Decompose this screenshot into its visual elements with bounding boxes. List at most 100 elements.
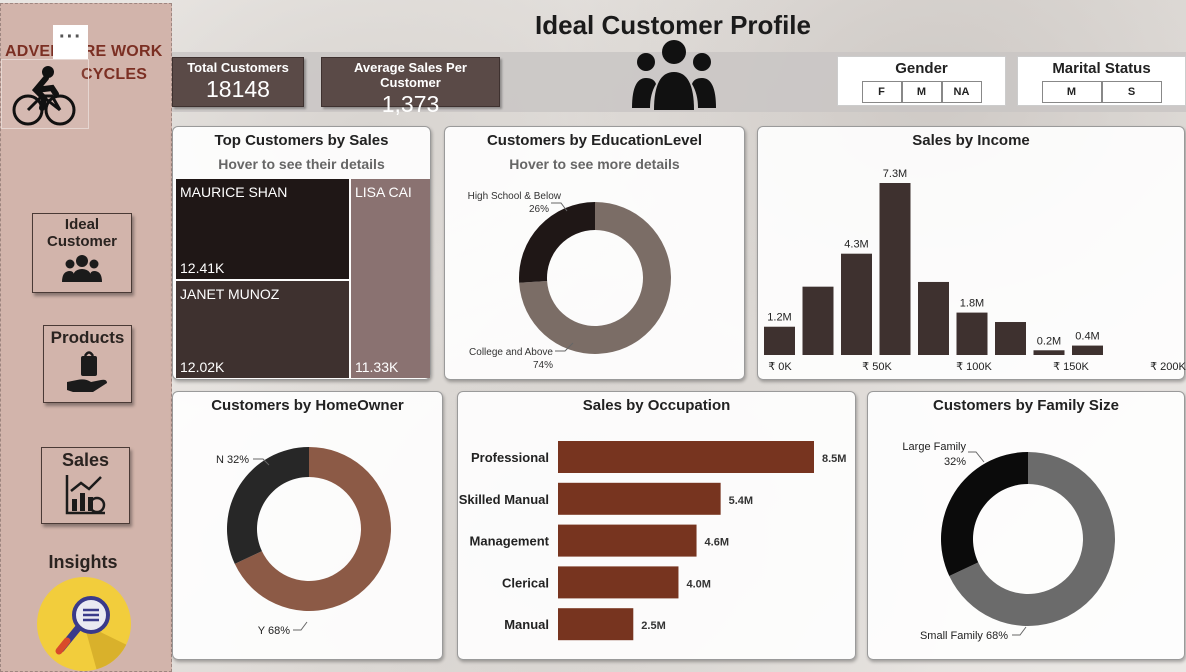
edu-slice1-value: 74% xyxy=(533,360,553,371)
edu-slice-college-and-above[interactable] xyxy=(519,202,671,354)
customer-sales: 12.41K xyxy=(180,260,225,276)
cyclist-logo xyxy=(1,59,89,129)
home-leader-line xyxy=(253,458,270,466)
income-bar[interactable] xyxy=(1072,345,1103,355)
home-slice-y[interactable] xyxy=(234,447,391,611)
treemap-cell[interactable]: MAURICE SHAN 12.41K xyxy=(176,179,349,279)
fam-slice-small-family[interactable] xyxy=(949,452,1115,626)
kpi-title: Average Sales Per Customer xyxy=(354,60,467,90)
kpi-total-customers: Total Customers 18148 xyxy=(172,57,304,107)
kpi-avg-sales: Average Sales Per Customer 1,373 xyxy=(321,57,500,117)
sales-chart-icon xyxy=(65,475,105,515)
income-x-tick: ₹ 200K xyxy=(1150,361,1186,373)
product-hand-icon xyxy=(66,351,107,392)
homeowner-donut-chart: N 32% Y 68% xyxy=(216,447,391,637)
occupation-category-label: Management xyxy=(470,534,550,549)
cyclist-icon xyxy=(12,66,76,126)
sales-by-occupation-chart: Professional 8.5M Skilled Manual 5.4M Manage… xyxy=(459,441,846,641)
fam-slice-large-family[interactable] xyxy=(941,452,1028,577)
more-options-button[interactable]: ··· xyxy=(53,25,88,59)
fam-leader-line xyxy=(1012,626,1027,636)
income-bar[interactable] xyxy=(956,312,988,355)
edu-slice0-label: High School & Below xyxy=(468,191,562,202)
home-slice-n[interactable] xyxy=(226,447,309,564)
gender-option-na[interactable]: NA xyxy=(941,81,982,103)
gender-slicer: Gender F M NA xyxy=(837,56,1006,106)
occupation-category-label: Skilled Manual xyxy=(459,492,549,507)
edu-leader-line xyxy=(551,202,568,212)
customer-name: JANET MUNOZ xyxy=(180,286,280,302)
income-bar[interactable] xyxy=(802,286,834,355)
edu-slice-high-school-below[interactable] xyxy=(519,202,595,283)
income-bar-label: 0.4M xyxy=(1075,331,1099,343)
occupation-bar[interactable] xyxy=(558,566,679,599)
sidebar: ADVENTURE WORK CYCLES ··· Ideal Customer… xyxy=(0,3,172,672)
logo-line2: CYCLES xyxy=(81,66,148,83)
fam-slice0-value: 32% xyxy=(944,456,966,468)
nav-ideal-customer-button[interactable]: Ideal Customer xyxy=(32,213,132,293)
sales-by-income-chart: 1.2M 4.3M 7.3M 1.8M 0.2M 0.4M ₹ 0K ₹ 50K ₹ 100K… xyxy=(764,168,1186,373)
sales-by-occupation-card: Sales by Occupation Professional 8.5M Skil… xyxy=(457,391,856,660)
occupation-category-label: Clerical xyxy=(502,575,549,590)
occupation-bar-label: 4.0M xyxy=(686,578,710,590)
customer-sales: 11.33K xyxy=(355,359,399,375)
kpi-value: 1,373 xyxy=(381,91,440,117)
home-slice0-label: N 32% xyxy=(216,454,249,466)
card-title: Customers by Family Size xyxy=(933,397,1119,414)
home-slice1-label: Y 68% xyxy=(258,625,290,637)
occupation-bar[interactable] xyxy=(558,482,721,515)
fam-leader-line xyxy=(968,451,985,463)
occupation-bar[interactable] xyxy=(558,524,697,557)
income-bar[interactable] xyxy=(918,281,949,355)
occupation-bar[interactable] xyxy=(558,441,814,473)
income-bar[interactable] xyxy=(841,253,872,355)
edu-slice0-value: 26% xyxy=(529,204,549,215)
income-bar[interactable] xyxy=(879,183,911,355)
top-customers-card: Top Customers by Sales Hover to see thei… xyxy=(172,126,431,380)
card-title: Sales by Income xyxy=(912,132,1030,149)
family-size-donut-chart: Large Family 32% Small Family 68% xyxy=(902,441,1115,642)
nav-insights-label: Insights xyxy=(48,552,118,572)
kpi-title: Total Customers xyxy=(187,60,289,75)
customer-sales: 12.02K xyxy=(180,359,225,375)
gender-option-f[interactable]: F xyxy=(861,81,902,103)
nav-products-label: Products xyxy=(50,328,125,347)
income-bar[interactable] xyxy=(764,326,795,355)
family-size-card: Customers by Family Size Large Family 32… xyxy=(867,391,1185,660)
treemap-cell[interactable]: JANET MUNOZ 12.02K xyxy=(176,281,349,378)
gender-option-m[interactable]: M xyxy=(901,81,942,103)
occupation-bar[interactable] xyxy=(558,608,634,641)
marital-option-s[interactable]: S xyxy=(1101,81,1162,103)
occupation-category-label: Professional xyxy=(471,450,549,465)
income-bar[interactable] xyxy=(1033,350,1065,355)
card-title: Sales by Occupation xyxy=(582,397,731,414)
income-bar[interactable] xyxy=(995,322,1026,355)
nav-insights-button[interactable] xyxy=(37,577,131,671)
edu-leader-line xyxy=(555,342,574,352)
home-leader-line xyxy=(293,621,308,631)
nav-ideal-label2: Customer xyxy=(46,233,117,250)
nav-sales-button[interactable]: Sales xyxy=(41,447,130,524)
occupation-bar-label: 4.6M xyxy=(705,537,729,549)
card-subtitle: Hover to see more details xyxy=(509,156,680,172)
treemap-cell[interactable]: LISA CAI 11.33K xyxy=(351,179,430,378)
users-icon xyxy=(62,255,102,282)
education-level-card: Customers by EducationLevel Hover to see… xyxy=(444,126,745,380)
marital-option-m[interactable]: M xyxy=(1041,81,1102,103)
income-bar-label: 7.3M xyxy=(883,168,907,180)
card-subtitle: Hover to see their details xyxy=(218,156,385,172)
marital-status-slicer: Marital Status M S xyxy=(1017,56,1186,106)
income-bar-label: 4.3M xyxy=(844,239,868,251)
customer-name: MAURICE SHAN xyxy=(180,184,288,200)
slicer-title: Marital Status xyxy=(1052,60,1151,77)
nav-products-button[interactable]: Products xyxy=(43,325,132,403)
nav-ideal-label1: Ideal xyxy=(64,216,100,233)
magnifier-icon xyxy=(55,596,131,671)
income-x-tick: ₹ 50K xyxy=(862,361,892,373)
kpi-value: 18148 xyxy=(206,76,270,102)
fam-slice1-label: Small Family 68% xyxy=(920,630,1008,642)
card-title: Customers by EducationLevel xyxy=(486,132,703,149)
occupation-bar-label: 2.5M xyxy=(641,620,665,632)
income-x-tick: ₹ 0K xyxy=(768,361,792,373)
customer-name: LISA CAI xyxy=(355,184,412,200)
